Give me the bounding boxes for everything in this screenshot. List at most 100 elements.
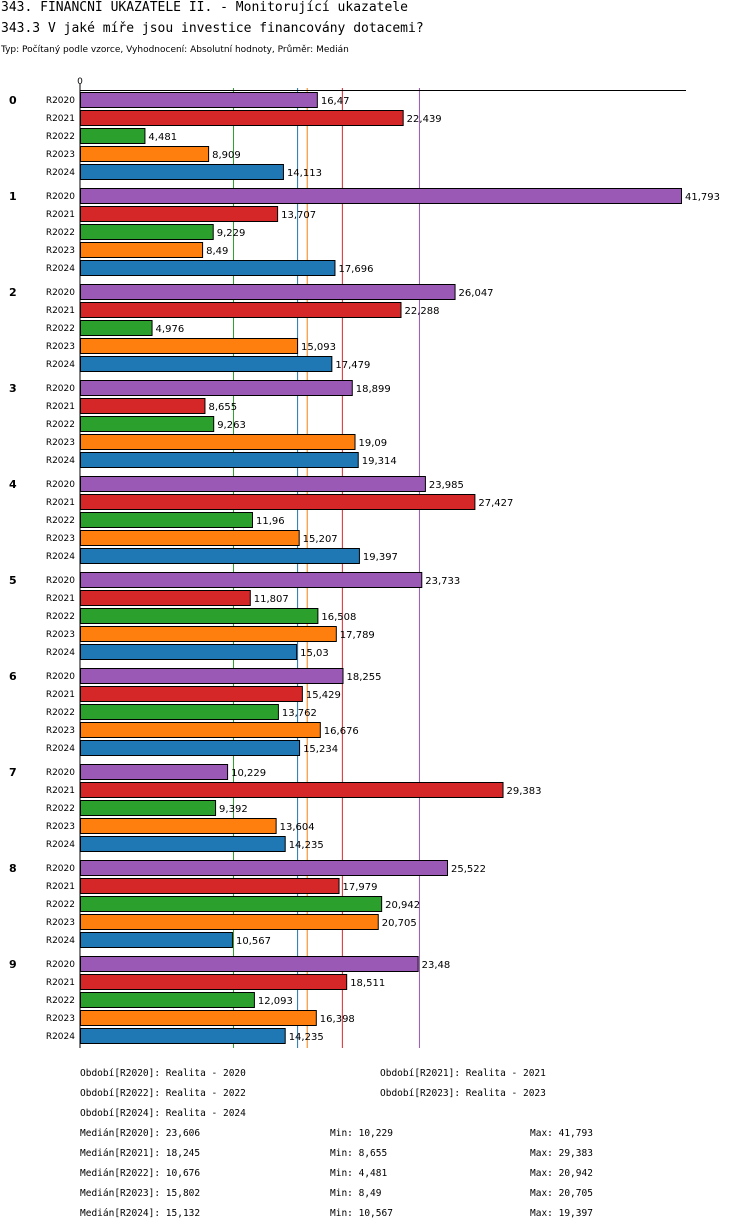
bar-r2023 <box>80 722 321 738</box>
bar-r2020 <box>80 956 419 972</box>
bar-value-label: 14,235 <box>289 840 324 851</box>
group-label: 0 <box>9 94 17 107</box>
bar-value-label: 16,398 <box>320 1014 355 1025</box>
series-label: R2020 <box>46 960 75 970</box>
bar-r2023 <box>80 146 210 162</box>
legend-period-r2022: Období[R2022]: Realita - 2022 <box>80 1088 246 1099</box>
series-label: R2021 <box>46 978 75 988</box>
legend-min-r2024: Min: 10,567 <box>330 1208 393 1219</box>
bar-r2024 <box>80 836 286 852</box>
series-label: R2022 <box>46 324 75 334</box>
series-label: R2024 <box>46 648 75 658</box>
bar-value-label: 9,229 <box>217 228 246 239</box>
bar-r2020 <box>80 92 318 108</box>
bar-r2021 <box>80 110 404 126</box>
bar-value-label: 17,479 <box>335 360 370 371</box>
series-label: R2022 <box>46 228 75 238</box>
chart-subtitle: Typ: Počítaný podle vzorce, Vyhodnocení:… <box>1 45 349 55</box>
series-label: R2022 <box>46 708 75 718</box>
series-label: R2022 <box>46 420 75 430</box>
bar-value-label: 8,655 <box>208 402 237 413</box>
bar-r2024 <box>80 932 233 948</box>
series-label: R2021 <box>46 594 75 604</box>
bar-r2021 <box>80 974 348 990</box>
bar-value-label: 18,899 <box>356 384 391 395</box>
legend-max-r2020: Max: 41,793 <box>530 1128 593 1139</box>
bar-value-label: 11,807 <box>254 594 289 605</box>
bar-value-label: 19,314 <box>362 456 397 467</box>
bar-value-label: 25,522 <box>451 864 486 875</box>
bar-value-label: 29,383 <box>507 786 542 797</box>
series-label: R2023 <box>46 822 75 832</box>
bar-value-label: 9,263 <box>217 420 246 431</box>
group-label: 2 <box>9 286 17 299</box>
bar-r2024 <box>80 740 301 756</box>
bar-value-label: 15,03 <box>300 648 329 659</box>
series-label: R2020 <box>46 480 75 490</box>
bar-value-label: 15,093 <box>301 342 336 353</box>
bar-r2022 <box>80 224 214 240</box>
series-label: R2021 <box>46 114 75 124</box>
series-label: R2023 <box>46 534 75 544</box>
bar-value-label: 23,48 <box>422 960 451 971</box>
legend-median-r2021: Medián[R2021]: 18,245 <box>80 1148 201 1159</box>
group-label: 7 <box>9 766 17 779</box>
series-label: R2020 <box>46 672 75 682</box>
bar-r2024 <box>80 356 333 372</box>
legend-max-r2022: Max: 20,942 <box>530 1168 593 1179</box>
group-label: 8 <box>9 862 17 875</box>
series-label: R2020 <box>46 768 75 778</box>
bar-value-label: 14,235 <box>289 1032 324 1043</box>
legend-max-r2024: Max: 19,397 <box>530 1208 593 1219</box>
series-label: R2024 <box>46 1032 75 1042</box>
series-label: R2020 <box>46 576 75 586</box>
series-label: R2024 <box>46 552 75 562</box>
bar-r2021 <box>80 590 251 606</box>
bar-value-label: 18,511 <box>350 978 385 989</box>
bar-value-label: 19,397 <box>363 552 398 563</box>
series-label: R2023 <box>46 630 75 640</box>
series-label: R2023 <box>46 918 75 928</box>
legend-median-r2024: Medián[R2024]: 15,132 <box>80 1208 201 1219</box>
bar-value-label: 11,96 <box>256 516 285 527</box>
bar-value-label: 41,793 <box>685 192 720 203</box>
legend-min-r2022: Min: 4,481 <box>330 1168 388 1179</box>
bar-value-label: 23,985 <box>429 480 464 491</box>
bar-value-label: 10,229 <box>231 768 266 779</box>
bar-value-label: 26,047 <box>459 288 494 299</box>
legend-min-r2020: Min: 10,229 <box>330 1128 393 1139</box>
group-label: 1 <box>9 190 17 203</box>
series-label: R2023 <box>46 342 75 352</box>
series-label: R2020 <box>46 864 75 874</box>
bar-r2020 <box>80 764 229 780</box>
question-title: 343.3 V jaké míře jsou investice financo… <box>1 21 424 36</box>
legend-max-r2023: Max: 20,705 <box>530 1188 593 1199</box>
series-label: R2023 <box>46 246 75 256</box>
series-label: R2022 <box>46 900 75 910</box>
series-label: R2021 <box>46 210 75 220</box>
series-label: R2023 <box>46 150 75 160</box>
bar-r2023 <box>80 914 379 930</box>
series-label: R2022 <box>46 996 75 1006</box>
bar-r2023 <box>80 434 356 450</box>
bar-value-label: 8,49 <box>206 246 228 257</box>
bar-r2022 <box>80 128 146 144</box>
legend-min-r2021: Min: 8,655 <box>330 1148 388 1159</box>
series-label: R2021 <box>46 306 75 316</box>
bar-r2021 <box>80 686 303 702</box>
bar-r2023 <box>80 530 300 546</box>
series-label: R2021 <box>46 882 75 892</box>
bar-value-label: 13,604 <box>280 822 315 833</box>
bar-value-label: 22,288 <box>405 306 440 317</box>
legend-median-r2023: Medián[R2023]: 15,802 <box>80 1188 201 1199</box>
series-label: R2024 <box>46 456 75 466</box>
bar-value-label: 15,429 <box>306 690 341 701</box>
bar-r2021 <box>80 878 340 894</box>
bar-value-label: 13,707 <box>281 210 316 221</box>
bar-value-label: 4,976 <box>156 324 185 335</box>
bar-value-label: 17,789 <box>340 630 375 641</box>
legend-period-r2021: Období[R2021]: Realita - 2021 <box>380 1068 546 1079</box>
series-label: R2024 <box>46 168 75 178</box>
bar-r2024 <box>80 260 336 276</box>
